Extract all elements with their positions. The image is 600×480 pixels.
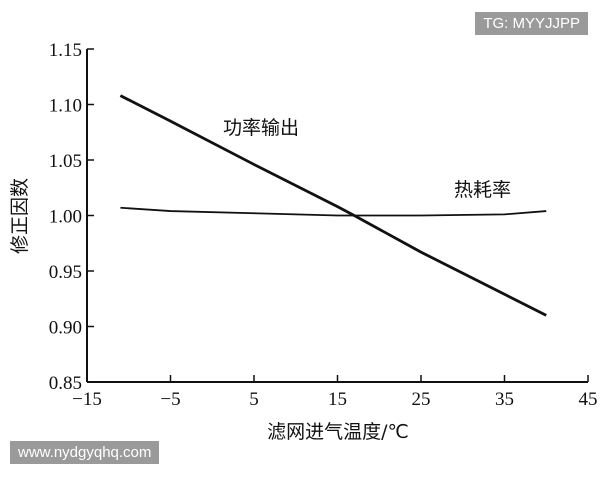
y-tick-label: 1.10 — [49, 96, 82, 117]
series-power-output-line — [119, 94, 547, 317]
y-tick-label: 1.00 — [49, 207, 82, 228]
series-label-power-output: 功率输出 — [223, 117, 299, 139]
y-tick-label: 0.85 — [49, 373, 82, 394]
x-tick-label: 25 — [412, 389, 431, 410]
y-tick-label: 1.15 — [49, 40, 82, 61]
x-tick-label: 45 — [579, 389, 598, 410]
x-tick-label: −5 — [160, 389, 180, 410]
x-tick-label: 5 — [249, 389, 259, 410]
y-tick-label: 1.05 — [49, 151, 82, 172]
watermark-bottom-left: www.nydgyqhq.com — [10, 441, 160, 464]
series-heat-rate-line — [120, 206, 547, 217]
x-axis-label: 滤网进气温度/℃ — [267, 421, 409, 443]
x-tick-label: −15 — [72, 389, 102, 410]
watermark-top-right: TG: MYYJJPP — [475, 12, 588, 35]
series-label-heat-rate: 热耗率 — [454, 179, 511, 201]
y-axis-label: 修正因数 — [9, 178, 31, 254]
x-tick-label: 35 — [495, 389, 514, 410]
y-tick-label: 0.95 — [49, 262, 82, 283]
x-tick-label: 15 — [328, 389, 347, 410]
y-tick-label: 0.90 — [49, 318, 82, 339]
